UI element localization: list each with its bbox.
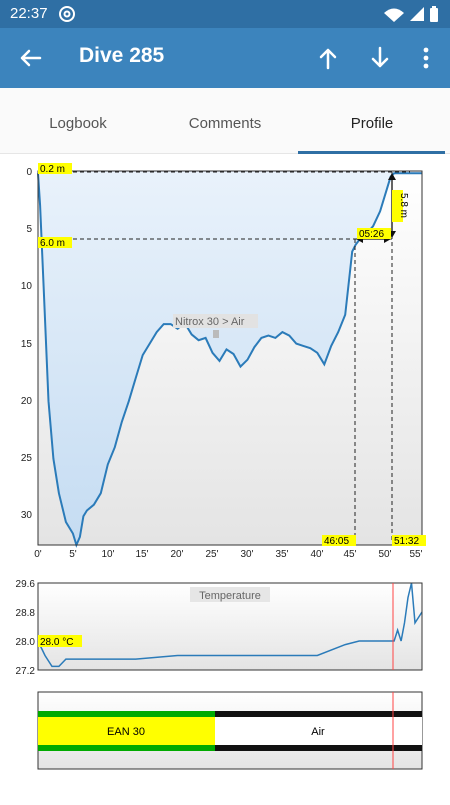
x-tick-25: 25': [205, 549, 218, 560]
marker-time-end: 51:32: [394, 536, 419, 547]
depth-area: [38, 171, 422, 545]
x-tick-10: 10': [101, 549, 114, 560]
marker-time-start-ascent-bg: [322, 535, 356, 546]
back-arrow-icon[interactable]: [14, 42, 46, 74]
marker-time-end-bg: [392, 535, 426, 546]
temp-tick-29-6: 29.6: [16, 579, 36, 590]
y-tick-5: 5: [26, 224, 32, 235]
x-tick-0: 0': [34, 549, 42, 560]
gas-segment-ean30: [38, 717, 215, 745]
y-tick-15: 15: [21, 339, 33, 350]
arrow-down-icon[interactable]: [364, 42, 396, 74]
marker-ascent-duration: 05:26: [359, 229, 384, 240]
status-bar: 22:37: [0, 0, 450, 28]
y-tick-0: 0: [26, 167, 32, 178]
temperature-chart-border: [37, 582, 423, 671]
temperature-title: Temperature: [199, 590, 261, 602]
marker-depth-level: 6.0 m: [40, 238, 65, 249]
temperature-label: 28.0 °C: [40, 637, 73, 648]
gas-bar-top-stripe: [38, 711, 422, 717]
marker-ascent-depth: 5.8 m: [398, 193, 409, 218]
gas-bar-bottom-stripe: [38, 745, 422, 751]
temp-tick-28-8: 28.8: [16, 608, 36, 619]
gas-change-label: Nitrox 30 > Air: [175, 316, 245, 328]
profile-charts[interactable]: 0 5 10 15 20 25 30 0' 5' 10' 15' 20' 25'…: [0, 155, 450, 800]
wifi-icon: [384, 8, 404, 22]
tab-bar: Logbook Comments Profile: [0, 88, 450, 154]
gas-segment-air: [215, 717, 422, 745]
temperature-line: [37, 582, 423, 668]
temperature-title-bg: [190, 587, 270, 602]
x-tick-55: 55': [409, 549, 422, 560]
status-app-icon: [59, 6, 75, 22]
x-tick-15: 15': [135, 549, 148, 560]
more-vert-icon[interactable]: [414, 42, 438, 74]
marker-depth-level-bg: [38, 237, 72, 248]
x-tick-35: 35': [275, 549, 288, 560]
marker-time-start-ascent: 46:05: [324, 536, 349, 547]
status-icons: [384, 6, 438, 22]
y-tick-10: 10: [21, 281, 33, 292]
battery-icon: [430, 6, 438, 22]
status-time: 22:37: [10, 5, 48, 22]
app-bar: Dive 285: [0, 28, 450, 88]
temp-tick-27-2: 27.2: [16, 666, 36, 677]
x-tick-40: 40': [310, 549, 323, 560]
gas-segment-air-label: Air: [311, 726, 325, 738]
profile-content: 0 5 10 15 20 25 30 0' 5' 10' 15' 20' 25'…: [0, 155, 450, 800]
y-tick-20: 20: [21, 396, 33, 407]
marker-start-depth-bg: [38, 163, 72, 174]
marker-ascent-duration-bg: [357, 228, 391, 239]
tab-profile[interactable]: Profile: [350, 115, 394, 132]
temp-tick-28-0: 28.0: [16, 637, 36, 648]
active-tab-indicator: [298, 151, 445, 154]
x-tick-50: 50': [378, 549, 391, 560]
x-tick-20: 20': [170, 549, 183, 560]
y-tick-30: 30: [21, 510, 33, 521]
marker-start-depth: 0.2 m: [40, 164, 65, 175]
marker-ascent-depth-bg: [392, 190, 403, 222]
gas-change-label-bg: [173, 314, 258, 328]
y-tick-25: 25: [21, 453, 33, 464]
x-tick-30: 30': [240, 549, 253, 560]
arrow-up-icon[interactable]: [312, 42, 344, 74]
tab-logbook[interactable]: Logbook: [49, 115, 107, 132]
tab-comments[interactable]: Comments: [188, 115, 262, 132]
signal-icon: [410, 7, 424, 21]
gas-segment-ean30-label: EAN 30: [107, 726, 145, 738]
temperature-label-bg: [38, 635, 82, 647]
gas-change-marker: [213, 330, 219, 338]
depth-chart-border: [37, 170, 423, 546]
x-tick-45: 45': [343, 549, 356, 560]
page-title: Dive 285: [79, 44, 165, 67]
x-tick-5: 5': [69, 549, 77, 560]
